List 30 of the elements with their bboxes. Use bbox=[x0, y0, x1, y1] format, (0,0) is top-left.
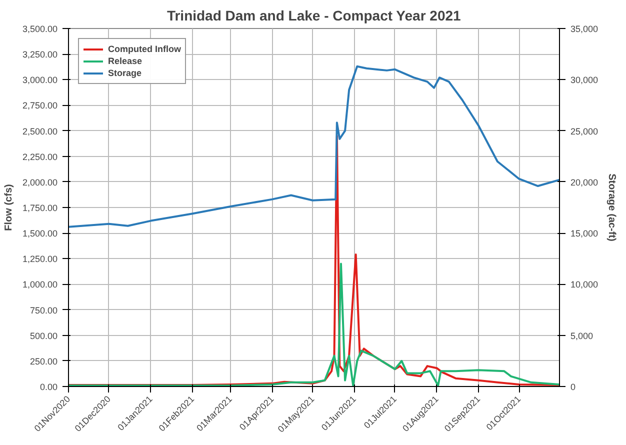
y2-tick-label: 25,000 bbox=[570, 126, 598, 136]
y-tick-label: 3,500.00 bbox=[22, 24, 58, 34]
y-tick-label: 500.00 bbox=[30, 330, 58, 341]
y-tick-label: 2,000.00 bbox=[22, 177, 58, 188]
y-tick-label: 2,750.00 bbox=[22, 100, 58, 111]
y-tick-label: 0.00 bbox=[40, 382, 58, 392]
y-tick-label: 250.00 bbox=[30, 356, 58, 366]
y2-axis-title: Storage (ac-ft) bbox=[606, 174, 618, 242]
y-tick-label: 3,000.00 bbox=[22, 75, 58, 86]
y2-tick-label: 15,000 bbox=[570, 228, 598, 239]
y2-tick-label: 5,000 bbox=[570, 330, 594, 341]
y-tick-label: 1,500.00 bbox=[22, 228, 58, 239]
legend-label: Computed Inflow bbox=[108, 43, 181, 55]
y-tick-label: 1,250.00 bbox=[22, 254, 58, 264]
line-series bbox=[68, 65, 560, 228]
legend-label: Storage bbox=[108, 67, 142, 79]
y2-tick-label: 35,000 bbox=[570, 24, 598, 34]
y2-tick-label: 30,000 bbox=[570, 75, 598, 86]
y2-tick-label: 0 bbox=[570, 382, 576, 392]
y-tick-label: 2,500.00 bbox=[22, 126, 58, 136]
chart-title: Trinidad Dam and Lake - Compact Year 2021 bbox=[166, 8, 462, 24]
y-tick-label: 3,250.00 bbox=[22, 50, 58, 60]
y-tick-label: 1,750.00 bbox=[22, 203, 58, 213]
y2-tick-label: 20,000 bbox=[570, 177, 598, 188]
y-tick-label: 2,250.00 bbox=[22, 152, 58, 162]
y-tick-label: 1,000.00 bbox=[22, 280, 58, 290]
y-axis-title: Flow (cfs) bbox=[3, 184, 14, 231]
y-tick-label: 750.00 bbox=[30, 305, 58, 316]
legend-label: Release bbox=[108, 55, 142, 67]
y2-tick-label: 10,000 bbox=[570, 280, 598, 290]
